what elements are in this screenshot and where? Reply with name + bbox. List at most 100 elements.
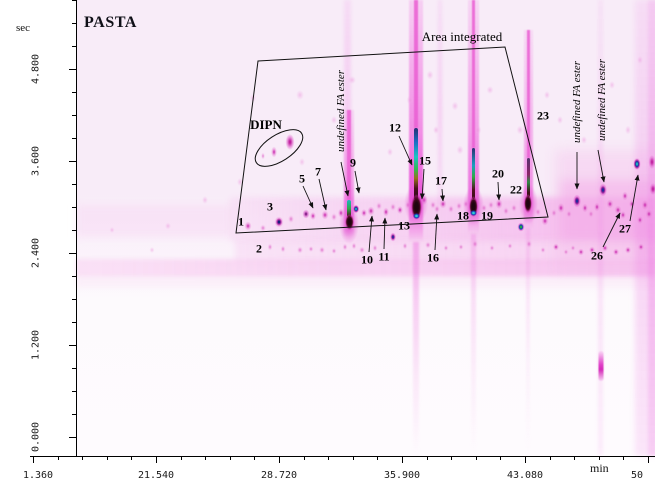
chromatogram-spot (261, 152, 265, 160)
chromatogram-spot (614, 205, 622, 215)
solvent-streak (635, 0, 655, 456)
chromatogram-spot (474, 125, 482, 135)
x-tick (229, 457, 231, 460)
y-tick (69, 69, 76, 70)
chromatogram-spot (551, 209, 557, 217)
chromatogram-spot (649, 183, 655, 195)
peak-label-16: 16 (427, 250, 439, 265)
y-tick (69, 161, 76, 162)
x-tick-label: 21.540 (137, 470, 175, 481)
x-tick (549, 457, 551, 460)
x-tick (205, 457, 207, 460)
y-tick (72, 0, 76, 1)
undefined-fa-ester-label-2: undefined FA ester (571, 60, 583, 144)
x-tick (426, 457, 428, 460)
chromatogram-spot (641, 200, 649, 210)
chromatogram-spot (202, 196, 208, 204)
y-tick (72, 23, 76, 24)
peak-blob (524, 194, 532, 213)
x-tick (623, 457, 625, 460)
x-tick (279, 457, 280, 463)
y-axis-line (76, 0, 77, 457)
chromatogram-spot (443, 245, 449, 251)
chromatogram-spot (302, 209, 310, 219)
x-tick (648, 457, 649, 463)
x-tick-label: 1.360 (22, 470, 54, 481)
chromatogram-spot (578, 248, 584, 256)
x-tick (33, 457, 34, 463)
chromatogram-spot (573, 194, 581, 208)
y-tick (72, 414, 76, 415)
chromatogram-spot (397, 206, 403, 214)
y-tick (69, 437, 76, 438)
chromatogram-spot (361, 209, 367, 217)
y-axis-unit: sec (16, 22, 31, 34)
chromatogram-spot (372, 244, 378, 252)
chromatogram-spot (390, 203, 396, 211)
chromatogram-spot (448, 205, 454, 213)
x-tick (402, 457, 403, 463)
y-tick-label: 2.400 (30, 237, 42, 269)
x-tick (352, 457, 354, 460)
chromatogram-spot (507, 243, 513, 249)
y-tick (72, 46, 76, 47)
peak-streak-fade (470, 234, 476, 456)
chromatogram-spot (390, 232, 396, 242)
y-tick-label: 4.800 (30, 53, 42, 85)
chromatogram-spot (237, 178, 243, 186)
chromatogram-spot (622, 191, 628, 201)
chromatogram-spot (553, 243, 559, 251)
chromatogram-spot (582, 203, 588, 213)
dipn-label: DIPN (250, 117, 282, 132)
chromatogram-spot (458, 244, 464, 250)
chromatogram-spot (267, 243, 273, 251)
chromatogram-spot (274, 216, 284, 228)
peak-label-20: 20 (492, 166, 504, 181)
chromatogram-spot (557, 116, 563, 124)
x-tick (500, 457, 502, 460)
chromatogram-spot (638, 243, 644, 251)
chromatogram-spot (321, 210, 329, 220)
peak-streak-core (526, 158, 530, 197)
chromatogram-spot (285, 134, 295, 150)
peak-label-23: 23 (537, 108, 549, 123)
chromatogram-spot (149, 247, 155, 253)
x-axis-line (30, 456, 655, 457)
chromatogram-spot (433, 126, 439, 134)
y-tick-label: 1.200 (30, 329, 42, 361)
chromatogram-spot (310, 212, 316, 220)
chromatogram-spot (544, 91, 550, 99)
y-tick (72, 115, 76, 116)
solvent-streak (597, 0, 603, 455)
peak-label-12: 12 (389, 120, 401, 135)
background-wash (76, 277, 655, 287)
chromatogram-spot (451, 101, 459, 111)
x-tick (598, 457, 600, 460)
peak-label-10: 10 (361, 252, 373, 267)
chromatogram-spot (625, 125, 631, 135)
peak-blob-tip (469, 210, 477, 216)
chromatogram-spot (633, 157, 641, 171)
peak-label-2: 2 (256, 241, 262, 256)
chromatogram-spot (472, 240, 478, 248)
chromatogram-spot (495, 199, 503, 209)
x-tick (82, 457, 84, 460)
y-tick (69, 253, 76, 254)
peak-streak-line (526, 30, 530, 158)
chromatogram-spot (637, 216, 643, 224)
undefined-fa-ester-label-3: undefined FA ester (596, 58, 608, 142)
solvent-streak (647, 0, 655, 456)
chromatogram-spot (244, 221, 252, 231)
x-tick (303, 457, 305, 460)
peak-label-19: 19 (481, 208, 493, 223)
peak-streak-core (414, 128, 418, 200)
chromatogram-spot (331, 248, 337, 254)
chromatogram-spot (250, 94, 256, 102)
chromatogram-spot (165, 222, 171, 230)
chromatogram-spot (526, 240, 532, 248)
chromatogram-spot (589, 246, 595, 254)
chromatogram-spot (566, 210, 572, 218)
chromatogram-spot (308, 246, 314, 252)
peak-label-5: 5 (299, 171, 305, 186)
chromatogram-spot (439, 199, 447, 209)
